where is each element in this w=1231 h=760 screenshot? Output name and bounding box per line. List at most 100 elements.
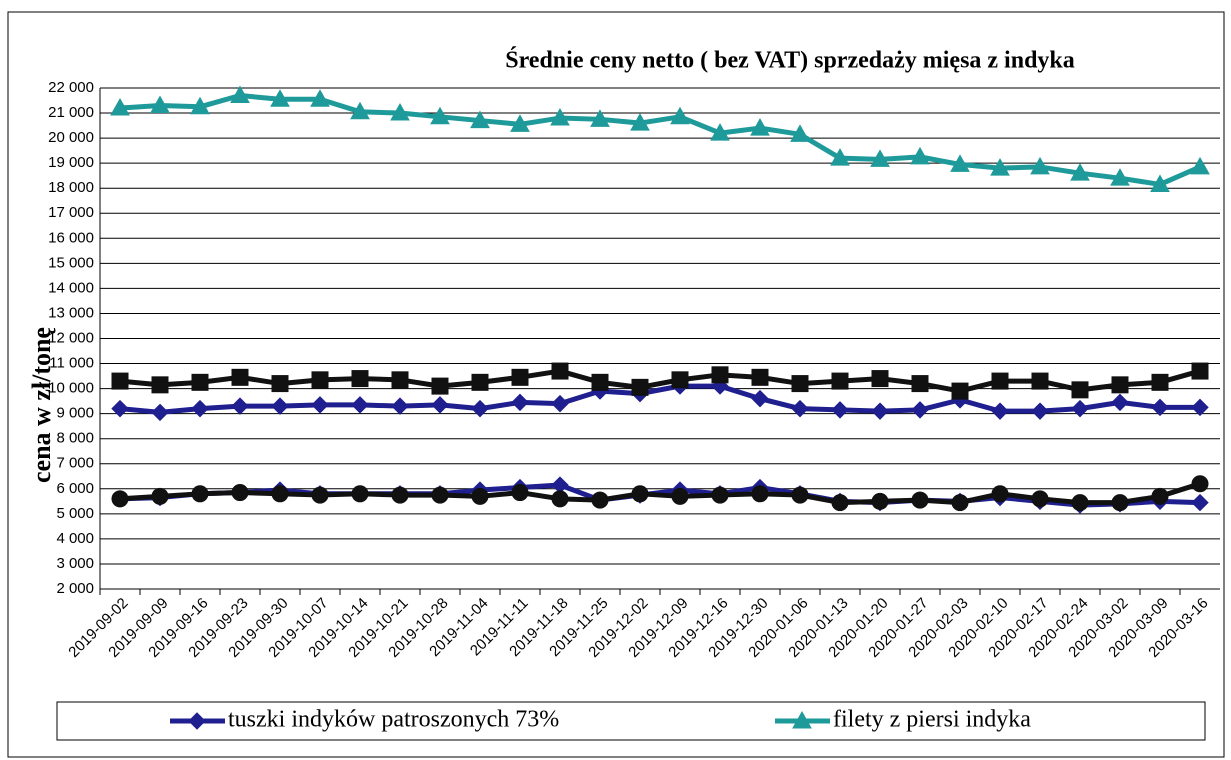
data-point	[711, 366, 729, 384]
data-point	[1151, 487, 1169, 505]
data-point	[1191, 362, 1209, 380]
data-point	[1151, 373, 1169, 391]
data-point	[1111, 494, 1129, 512]
data-point	[751, 389, 769, 408]
y-tick-label: 18 000	[48, 179, 94, 196]
series-line	[119, 93, 1202, 187]
data-point	[231, 368, 249, 386]
data-point	[510, 114, 530, 132]
y-tick-label: 12 000	[48, 329, 94, 346]
data-point	[991, 372, 1009, 390]
data-point	[230, 85, 250, 104]
data-point	[471, 487, 489, 505]
data-point	[271, 485, 289, 503]
data-point	[871, 370, 889, 388]
y-tick-label: 4 000	[56, 530, 94, 547]
y-tick-label: 21 000	[48, 104, 94, 121]
data-point	[1111, 393, 1129, 412]
data-point	[431, 396, 449, 414]
data-point	[910, 146, 930, 165]
data-point	[270, 89, 290, 107]
data-point	[311, 486, 329, 504]
data-point	[110, 98, 130, 116]
data-point	[391, 397, 409, 415]
data-point	[671, 487, 689, 505]
legend-marker	[792, 710, 812, 729]
y-tick-label: 6 000	[56, 480, 94, 497]
data-point	[511, 484, 529, 502]
data-point	[1111, 376, 1129, 394]
data-point	[1031, 402, 1049, 420]
data-point	[430, 106, 450, 125]
data-point	[1071, 494, 1089, 512]
data-point	[791, 486, 809, 504]
data-point	[470, 110, 490, 129]
y-tick-label: 15 000	[48, 254, 94, 271]
legend	[56, 701, 1206, 741]
data-point	[1071, 381, 1089, 399]
data-point	[190, 96, 210, 115]
data-point	[630, 113, 650, 131]
y-tick-label: 11 000	[49, 355, 94, 372]
data-point	[551, 490, 569, 508]
data-point	[670, 106, 690, 125]
data-point	[511, 368, 529, 386]
data-point	[431, 486, 449, 504]
data-point	[911, 375, 929, 393]
y-tick-label: 2 000	[56, 580, 94, 597]
y-tick-label: 17 000	[48, 204, 94, 221]
data-point	[710, 123, 730, 141]
data-point	[671, 371, 689, 389]
data-point	[311, 371, 329, 389]
data-point	[591, 491, 609, 509]
data-point	[631, 378, 649, 396]
data-point	[391, 486, 409, 504]
y-tick-label: 13 000	[48, 304, 94, 321]
y-tick-label: 19 000	[48, 154, 94, 171]
data-point	[271, 397, 289, 415]
data-point	[351, 485, 369, 503]
series-line	[119, 368, 1201, 394]
data-point	[151, 376, 169, 394]
legend-marker	[188, 712, 206, 730]
data-point	[1151, 398, 1169, 417]
y-tick-label: 16 000	[48, 229, 94, 246]
data-point	[511, 393, 529, 412]
data-point	[990, 158, 1010, 176]
series-line	[119, 481, 1201, 506]
data-point	[591, 373, 609, 391]
data-point	[551, 394, 569, 413]
data-point	[271, 375, 289, 393]
data-point	[711, 486, 729, 504]
data-point	[390, 103, 410, 121]
data-point	[191, 373, 209, 391]
data-point	[351, 396, 369, 414]
data-point	[950, 154, 970, 172]
y-tick-label: 7 000	[56, 455, 94, 472]
data-point	[431, 377, 449, 395]
y-axis-label: cena w zł/tonę	[27, 327, 56, 483]
data-point	[1031, 372, 1049, 390]
data-point	[111, 399, 129, 418]
data-point	[311, 396, 329, 414]
data-point	[751, 368, 769, 386]
data-point	[351, 370, 369, 388]
data-point	[551, 362, 569, 380]
data-point	[871, 492, 889, 510]
data-point	[791, 375, 809, 393]
data-point	[991, 402, 1009, 420]
y-tick-label: 20 000	[48, 129, 94, 146]
y-tick-label: 8 000	[56, 430, 94, 447]
data-point	[1191, 398, 1209, 417]
data-point	[831, 372, 849, 390]
data-point	[151, 487, 169, 505]
data-point	[151, 403, 169, 422]
data-point	[350, 101, 370, 120]
data-point	[631, 485, 649, 503]
data-point	[750, 118, 770, 136]
data-point	[150, 95, 170, 114]
legend-label: tuszki indyków patroszonych 73%	[228, 707, 559, 733]
data-point	[1070, 163, 1090, 181]
data-point	[231, 397, 249, 415]
